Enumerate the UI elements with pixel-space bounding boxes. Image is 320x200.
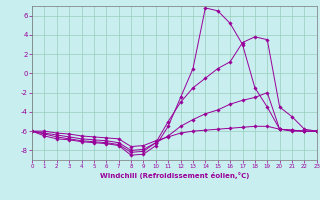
X-axis label: Windchill (Refroidissement éolien,°C): Windchill (Refroidissement éolien,°C) xyxy=(100,172,249,179)
